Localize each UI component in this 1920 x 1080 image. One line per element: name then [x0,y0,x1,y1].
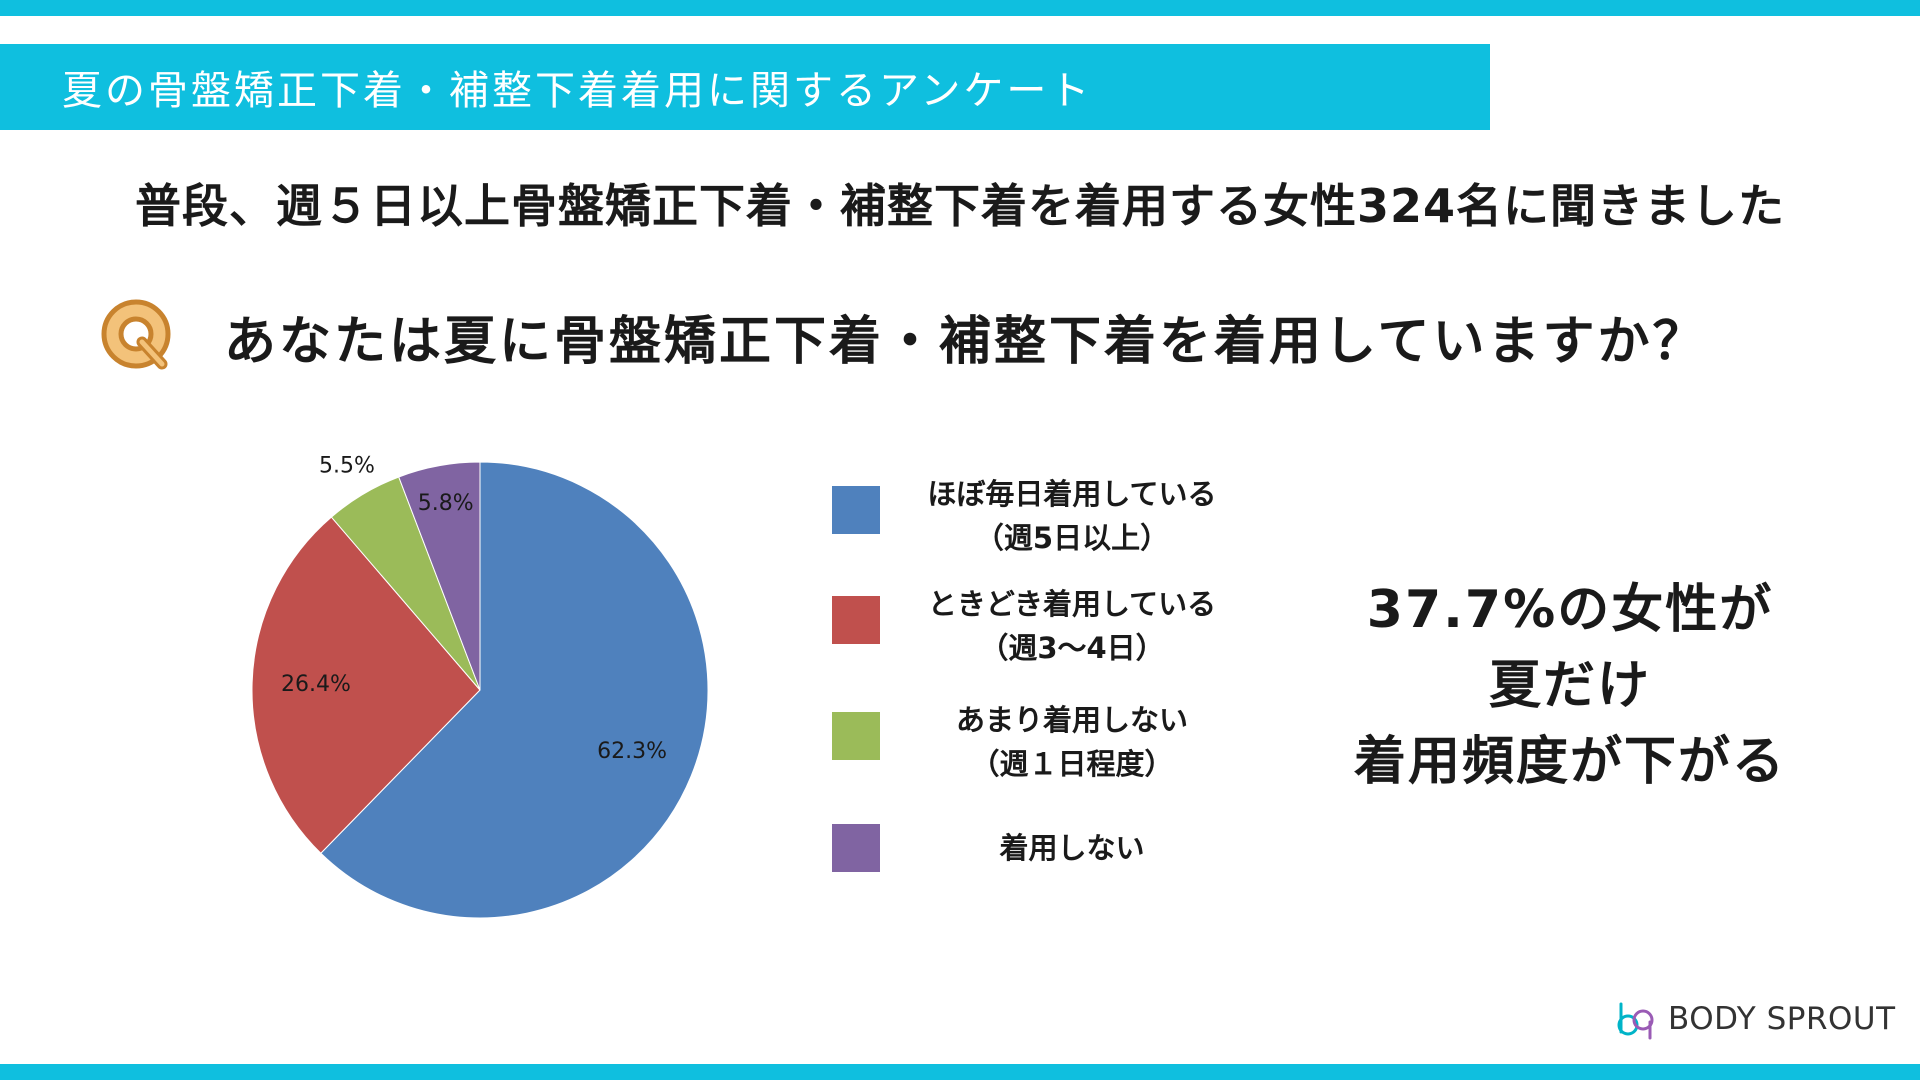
top-accent-line [0,0,1920,16]
slice-sometimes [251,516,481,854]
legend-label-rarely: あまり着用しない （週１日程度） [892,698,1252,786]
legend-label-sometimes-line-1: ときどき着用している [927,587,1217,621]
question-text: あなたは夏に骨盤矯正下着・補整下着を着用していますか？ [224,311,1708,372]
bottom-accent-line [0,1064,1920,1080]
legend-label-rarely-line-2: （週１日程度） [970,747,1174,781]
legend-swatch-rarely [832,712,880,760]
header-banner: 夏の骨盤矯正下着・補整下着着用に関するアンケート [0,44,1490,130]
pie-chart-svg: 62.3% 26.4% 5.5% 5.8% [251,454,709,919]
pie-chart: 62.3% 26.4% 5.5% 5.8% [240,450,740,950]
legend-label-rarely-line-1: あまり着用しない [955,703,1188,737]
legend-swatch-never [832,824,880,872]
conclusion-line-2: 夏だけ [1488,656,1651,716]
legend-label-sometimes-line-2: （週3〜4日） [979,631,1165,665]
slice-daily [320,461,709,919]
label-sometimes: 26.4% [281,672,351,697]
legend-label-daily: ほぼ毎日着用している （週5日以上） [892,472,1252,560]
conclusion-text: 37.7%の女性が 夏だけ 着用頻度が下がる [1320,572,1820,800]
survey-subtitle: 普段、週５日以上骨盤矯正下着・補整下着を着用する女性324名に聞きました [134,179,1786,233]
body-sprout-logo-icon [1617,1002,1654,1040]
brand: BODY SPROUT [1614,996,1896,1042]
q-icon [101,299,171,370]
conclusion-line-1: 37.7%の女性が [1366,580,1774,640]
legend-swatch-sometimes [832,596,880,644]
slice-never [398,461,481,691]
legend-label-daily-line-2: （週5日以上） [974,521,1170,555]
conclusion-line-3: 着用頻度が下がる [1353,732,1786,792]
legend-label-never: 着用しない [892,826,1252,870]
header-title: 夏の骨盤矯正下着・補整下着着用に関するアンケート [62,68,1093,114]
label-daily: 62.3% [597,739,667,764]
label-rarely: 5.5% [319,454,375,479]
brand-name: BODY SPROUT [1668,1001,1896,1037]
question-row: あなたは夏に骨盤矯正下着・補整下着を着用していますか？ [96,296,1707,376]
legend-label-never-line-1: 着用しない [999,831,1145,865]
label-never: 5.8% [418,491,474,516]
legend-swatch-daily [832,486,880,534]
legend-label-daily-line-1: ほぼ毎日着用している [927,477,1217,511]
legend-label-sometimes: ときどき着用している （週3〜4日） [892,582,1252,670]
